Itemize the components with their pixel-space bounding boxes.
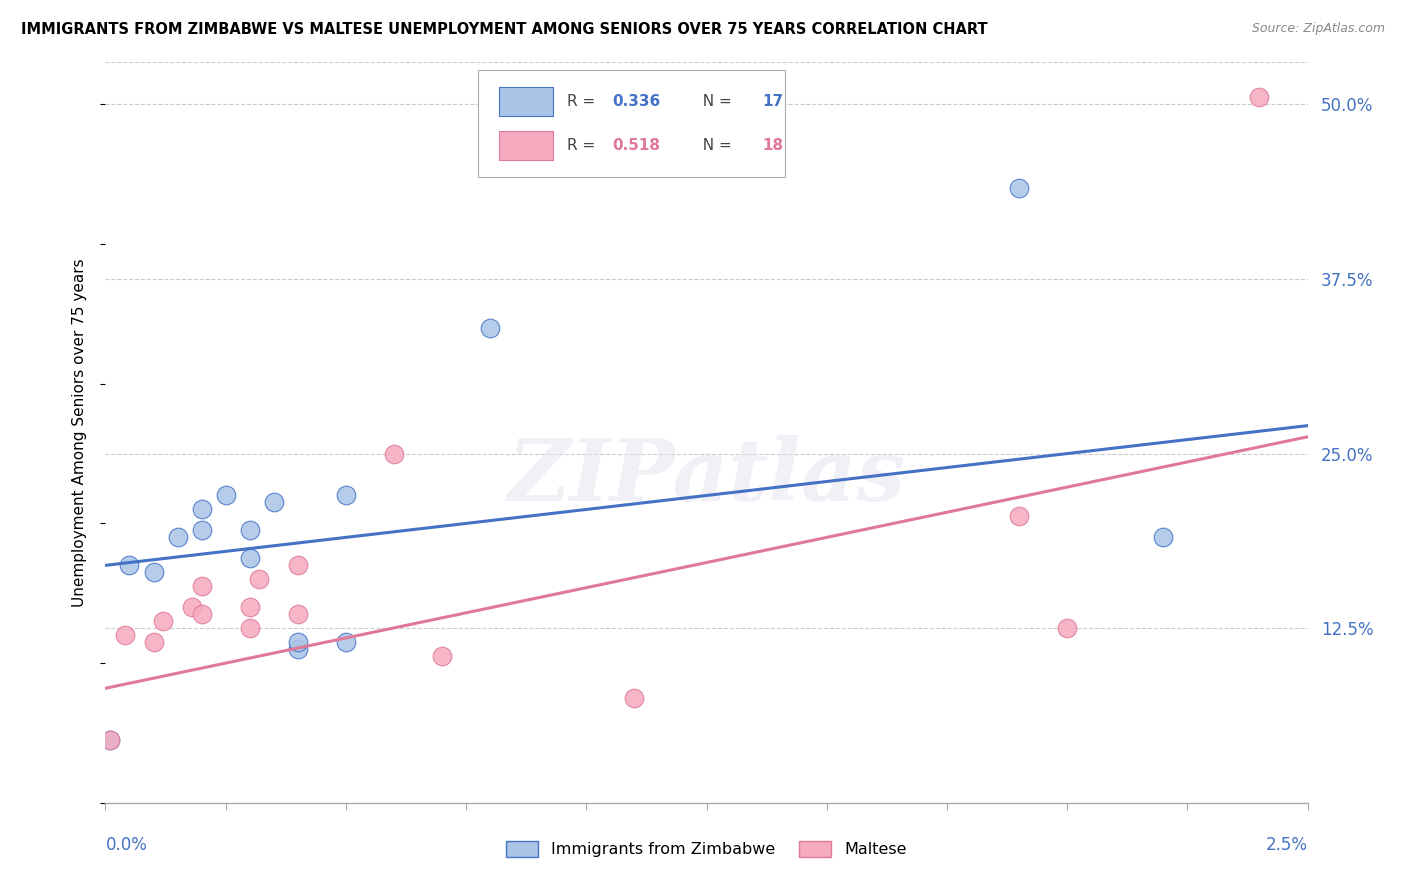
Text: 18: 18 <box>762 138 783 153</box>
Point <box>118 558 141 573</box>
Point <box>247 572 270 586</box>
Point <box>142 566 165 580</box>
Point <box>239 524 262 538</box>
Text: R =: R = <box>567 138 600 153</box>
Point <box>98 733 121 747</box>
Text: 0.518: 0.518 <box>613 138 661 153</box>
Point <box>287 607 309 622</box>
Text: N =: N = <box>693 94 737 109</box>
Text: R =: R = <box>567 94 600 109</box>
Point <box>239 551 262 566</box>
Y-axis label: Unemployment Among Seniors over 75 years: Unemployment Among Seniors over 75 years <box>72 259 87 607</box>
Point <box>287 635 309 649</box>
Point <box>214 488 236 502</box>
Point <box>1249 90 1271 104</box>
Text: IMMIGRANTS FROM ZIMBABWE VS MALTESE UNEMPLOYMENT AMONG SENIORS OVER 75 YEARS COR: IMMIGRANTS FROM ZIMBABWE VS MALTESE UNEM… <box>21 22 987 37</box>
FancyBboxPatch shape <box>478 70 785 178</box>
Point <box>1008 509 1031 524</box>
Point <box>181 600 204 615</box>
Point <box>1152 530 1174 544</box>
Point <box>335 635 357 649</box>
Point <box>1056 621 1078 635</box>
Point <box>335 488 357 502</box>
Point <box>1008 181 1031 195</box>
Point <box>98 733 121 747</box>
Point <box>142 635 165 649</box>
Point <box>166 530 188 544</box>
Point <box>190 579 212 593</box>
Text: ZIPatlas: ZIPatlas <box>508 435 905 519</box>
Text: Source: ZipAtlas.com: Source: ZipAtlas.com <box>1251 22 1385 36</box>
Point <box>190 524 212 538</box>
Point <box>479 321 502 335</box>
Point <box>239 600 262 615</box>
Bar <box>499 131 553 160</box>
Text: 2.5%: 2.5% <box>1265 836 1308 855</box>
Point <box>263 495 285 509</box>
Point <box>287 642 309 657</box>
Legend: Immigrants from Zimbabwe, Maltese: Immigrants from Zimbabwe, Maltese <box>499 832 914 865</box>
Text: N =: N = <box>693 138 737 153</box>
Point <box>623 691 645 706</box>
Point <box>382 446 405 460</box>
Text: 17: 17 <box>762 94 783 109</box>
Text: 0.0%: 0.0% <box>105 836 148 855</box>
Point <box>152 614 174 628</box>
Text: 0.336: 0.336 <box>613 94 661 109</box>
Point <box>239 621 262 635</box>
Bar <box>499 87 553 116</box>
Point <box>430 649 453 664</box>
Point <box>114 628 136 642</box>
Point <box>287 558 309 573</box>
Point <box>190 607 212 622</box>
Point <box>190 502 212 516</box>
